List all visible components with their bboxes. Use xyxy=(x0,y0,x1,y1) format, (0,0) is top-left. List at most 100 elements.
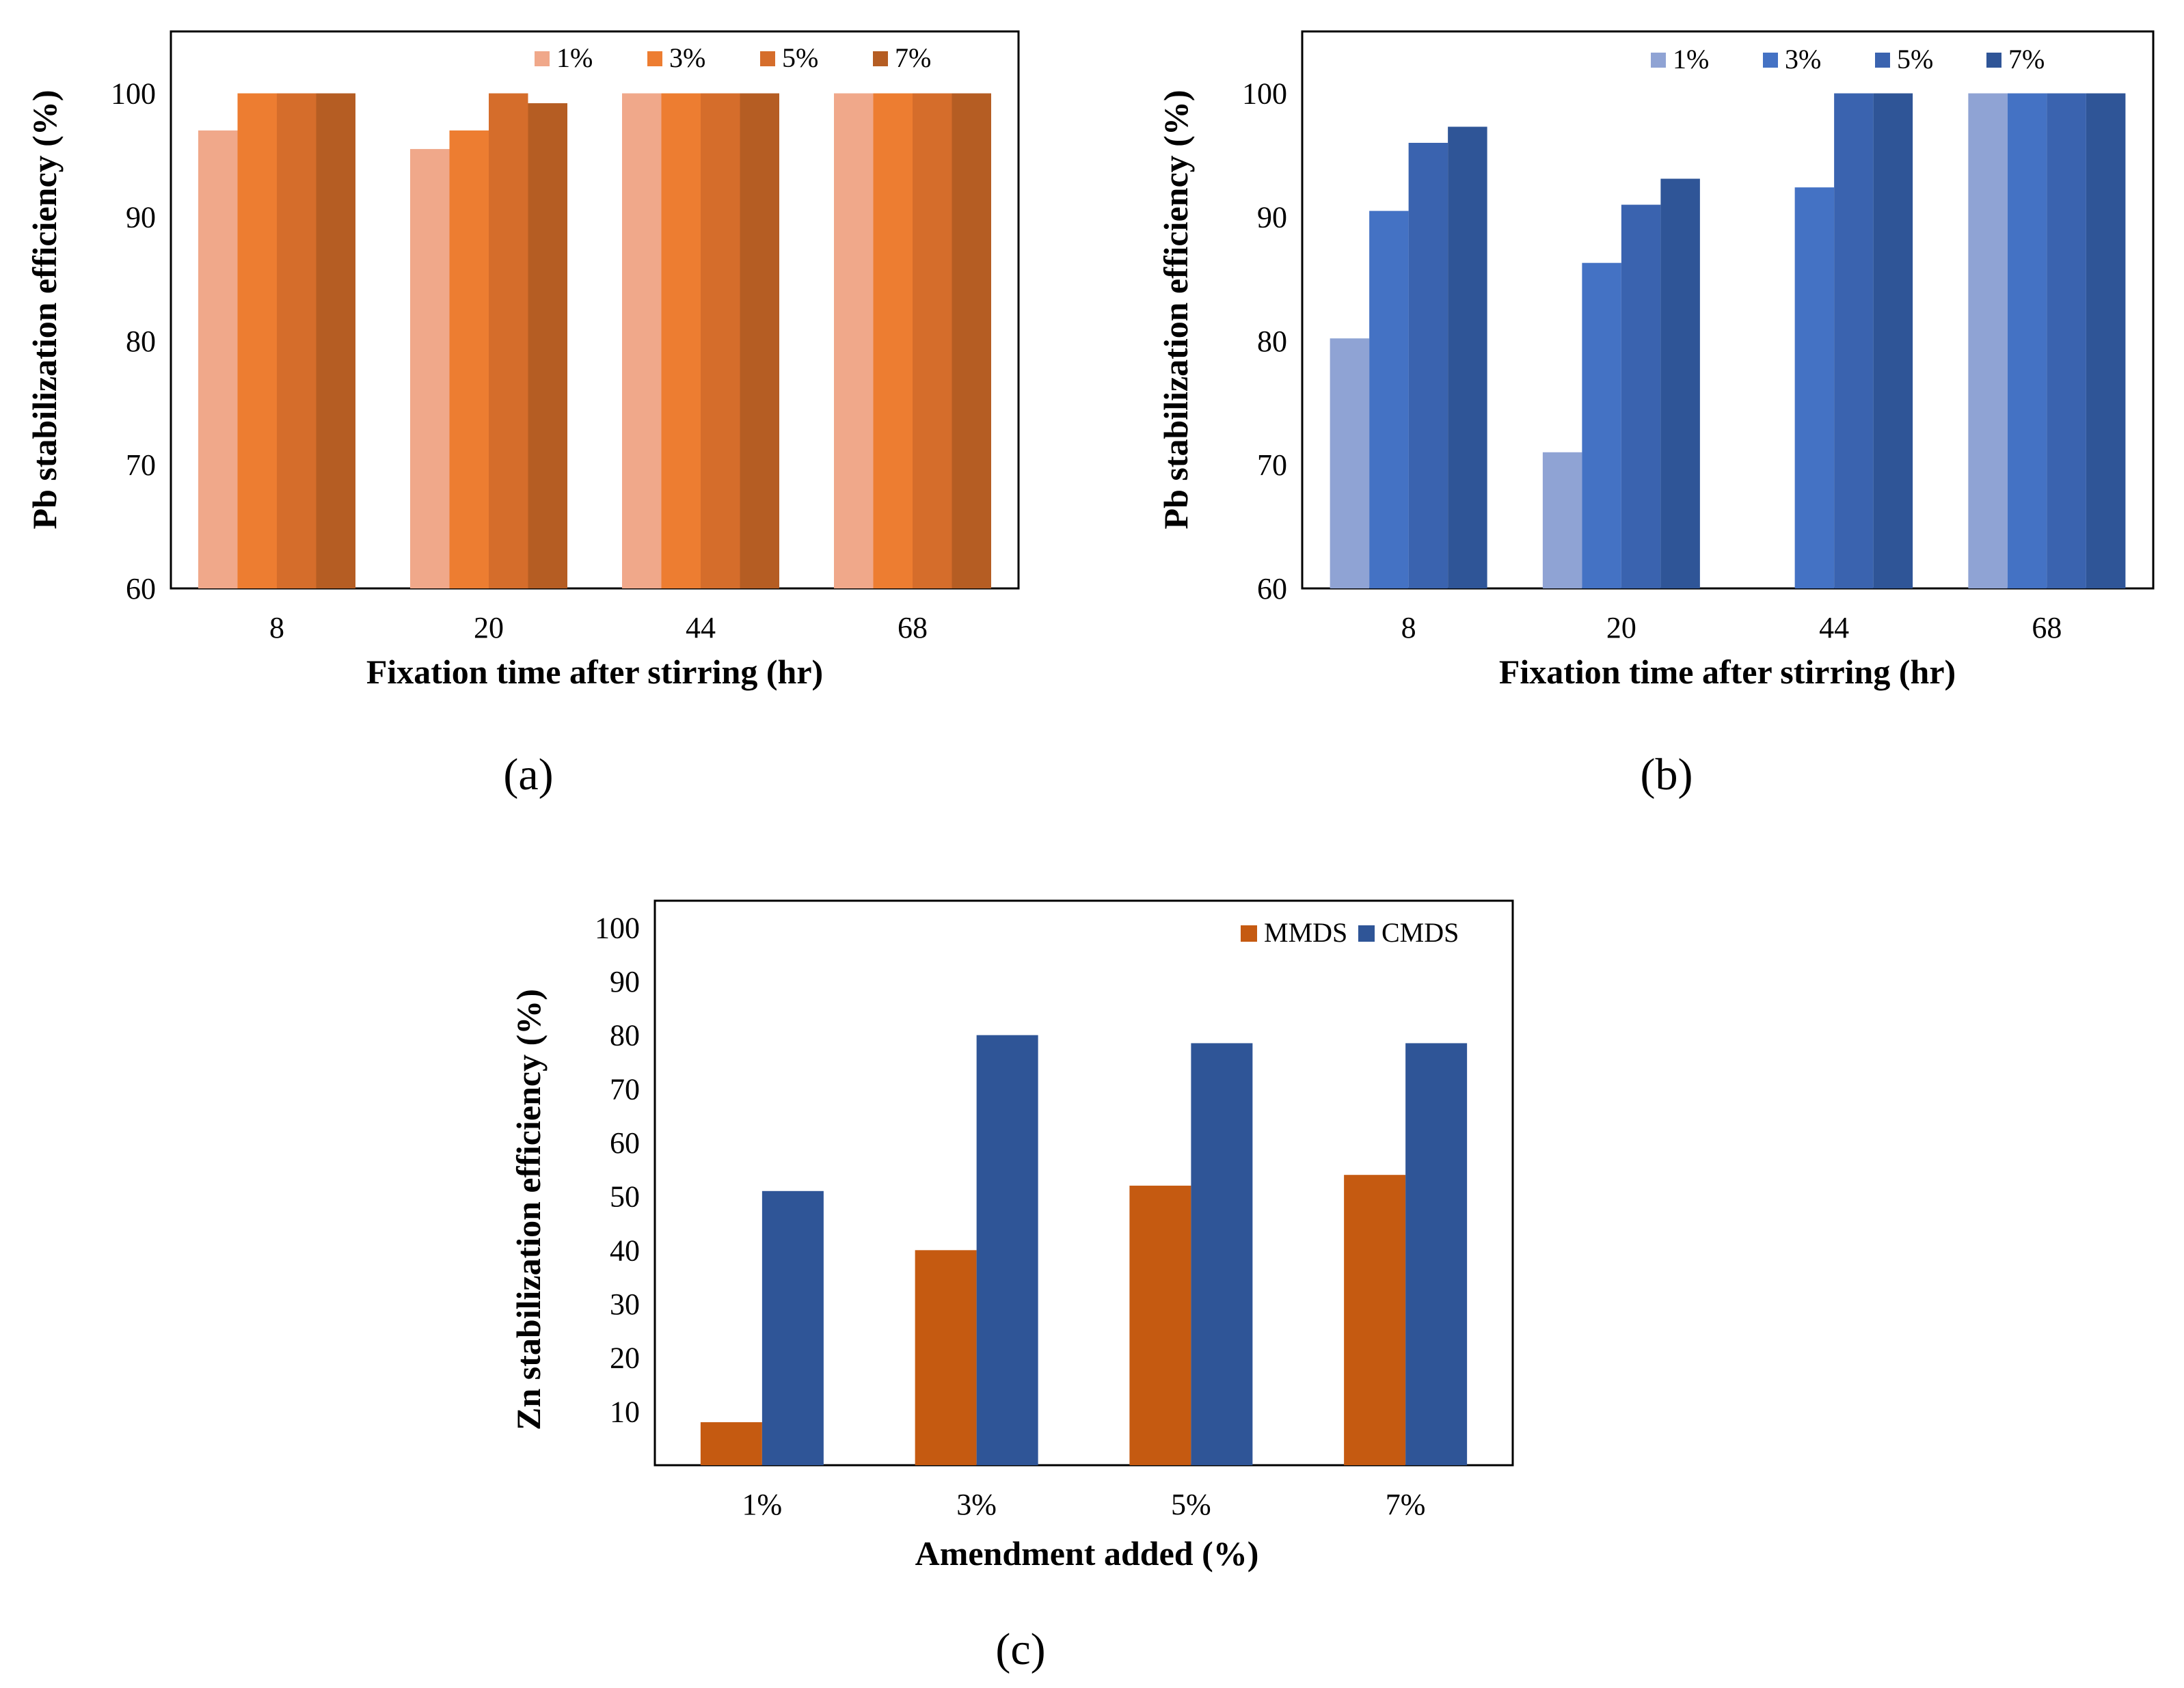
bar-c-cmds-1pct xyxy=(761,1190,824,1465)
bar-b-5pct-20 xyxy=(1621,204,1661,588)
bar-b-7pct-68 xyxy=(2086,93,2126,588)
y-tick-label: 60 xyxy=(126,572,156,605)
bar-b-5pct-8 xyxy=(1408,143,1448,588)
bar-b-1pct-20 xyxy=(1542,452,1582,588)
bar-b-3pct-8 xyxy=(1369,210,1409,588)
bar-a-7pct-44 xyxy=(740,93,779,588)
legend-label: MMDS xyxy=(1264,917,1347,948)
y-tick-label: 80 xyxy=(610,1019,640,1052)
x-tick-label: 68 xyxy=(2032,611,2062,644)
bars-c xyxy=(700,1035,1468,1465)
bar-c-mmds-5pct xyxy=(1129,1185,1191,1465)
legend-label: 1% xyxy=(1673,44,1709,74)
y-tick-label: 100 xyxy=(1242,77,1287,111)
legend-label: 7% xyxy=(2008,44,2045,74)
bar-a-3pct-68 xyxy=(873,93,913,588)
panel-label-a: (a) xyxy=(503,750,553,800)
y-tick-label: 70 xyxy=(610,1072,640,1106)
x-tick-label: 5% xyxy=(1171,1488,1211,1521)
legend-label: 3% xyxy=(1785,44,1821,74)
bars-b xyxy=(1330,93,2126,588)
y-tick-label: 90 xyxy=(1257,201,1287,234)
bar-a-5pct-68 xyxy=(913,93,952,588)
x-tick-label: 44 xyxy=(686,611,716,644)
legend-c: MMDS CMDS xyxy=(1241,917,1459,948)
legend-swatch xyxy=(1358,925,1375,942)
x-tick-label: 68 xyxy=(898,611,928,644)
x-axis-title-c: Amendment added (%) xyxy=(915,1534,1259,1573)
bar-a-7pct-68 xyxy=(952,93,991,588)
legend-a: 1% 3% 5% 7% xyxy=(535,42,931,73)
y-tick-label: 100 xyxy=(595,911,640,944)
bar-a-3pct-20 xyxy=(449,130,489,588)
legend-swatch xyxy=(1241,925,1257,942)
panel-label-c: (c) xyxy=(995,1624,1045,1674)
y-tick-label: 80 xyxy=(126,325,156,358)
x-tick-label: 20 xyxy=(474,611,504,644)
y-tick-label: 80 xyxy=(1257,325,1287,358)
bar-c-mmds-1pct xyxy=(700,1422,762,1465)
y-tick-label: 100 xyxy=(111,77,156,111)
y-tick-label: 40 xyxy=(610,1234,640,1267)
bar-c-cmds-5pct xyxy=(1191,1043,1253,1465)
y-ticks-a: 60 70 80 90 100 xyxy=(111,77,156,605)
bar-a-1pct-68 xyxy=(834,93,874,588)
plot-frame-b xyxy=(1301,30,2155,590)
bar-a-7pct-20 xyxy=(528,103,567,589)
y-tick-label: 10 xyxy=(610,1395,640,1428)
bar-a-5pct-20 xyxy=(489,93,528,588)
legend-swatch xyxy=(647,51,662,66)
bar-c-mmds-7pct xyxy=(1344,1175,1406,1465)
legend-label: 7% xyxy=(895,42,931,73)
bar-a-1pct-20 xyxy=(410,149,450,588)
plot-frame-a xyxy=(170,30,1020,590)
legend-swatch xyxy=(873,51,888,66)
bar-c-mmds-3pct xyxy=(915,1250,977,1465)
legend-swatch xyxy=(1875,53,1890,68)
x-axis-title-b: Fixation time after stirring (hr) xyxy=(1499,653,1956,691)
y-tick-label: 50 xyxy=(610,1180,640,1214)
x-ticks-c: 1% 3% 5% 7% xyxy=(742,1488,1426,1521)
bar-b-3pct-68 xyxy=(2007,93,2047,588)
y-tick-label: 30 xyxy=(610,1288,640,1321)
x-tick-label: 8 xyxy=(1401,611,1416,644)
bar-b-3pct-44 xyxy=(1794,187,1835,588)
x-tick-label: 20 xyxy=(1606,611,1636,644)
plot-frame-c xyxy=(653,899,1514,1467)
x-ticks-a: 8 20 44 68 xyxy=(269,611,928,644)
bar-c-cmds-7pct xyxy=(1405,1043,1468,1465)
legend-label: 5% xyxy=(1897,44,1933,74)
y-tick-label: 60 xyxy=(1257,572,1287,605)
bar-b-5pct-44 xyxy=(1834,93,1874,588)
bar-b-3pct-20 xyxy=(1582,262,1621,588)
bar-a-1pct-8 xyxy=(198,130,238,588)
legend-label: 5% xyxy=(782,42,818,73)
x-tick-label: 44 xyxy=(1819,611,1849,644)
legend-b: 1% 3% 5% 7% xyxy=(1651,44,2045,74)
y-tick-label: 90 xyxy=(126,201,156,234)
legend-swatch xyxy=(1651,53,1666,68)
legend-label: 3% xyxy=(669,42,705,73)
x-tick-label: 8 xyxy=(269,611,284,644)
y-tick-label: 70 xyxy=(126,448,156,482)
bar-a-5pct-44 xyxy=(701,93,740,588)
y-tick-label: 60 xyxy=(610,1126,640,1160)
bars-a xyxy=(198,93,991,589)
x-ticks-b: 8 20 44 68 xyxy=(1401,611,2062,644)
legend-swatch xyxy=(760,51,775,66)
bar-b-7pct-20 xyxy=(1660,178,1700,588)
bar-b-7pct-44 xyxy=(1873,93,1913,588)
bar-b-7pct-8 xyxy=(1448,126,1487,588)
bar-a-5pct-8 xyxy=(277,93,316,588)
x-axis-title-a: Fixation time after stirring (hr) xyxy=(366,653,823,691)
x-tick-label: 7% xyxy=(1386,1488,1426,1521)
legend-swatch xyxy=(1986,53,2001,68)
bar-a-7pct-8 xyxy=(316,93,355,588)
y-axis-title-c: Zn stabilization efficiency (%) xyxy=(509,989,548,1430)
y-tick-label: 70 xyxy=(1257,448,1287,482)
y-ticks-c: 10 20 30 40 50 60 70 80 90 100 xyxy=(595,911,640,1428)
y-axis-title-b: Pb stabilization efficiency (%) xyxy=(1157,90,1195,530)
y-tick-label: 90 xyxy=(610,965,640,998)
bar-a-3pct-8 xyxy=(237,93,277,588)
